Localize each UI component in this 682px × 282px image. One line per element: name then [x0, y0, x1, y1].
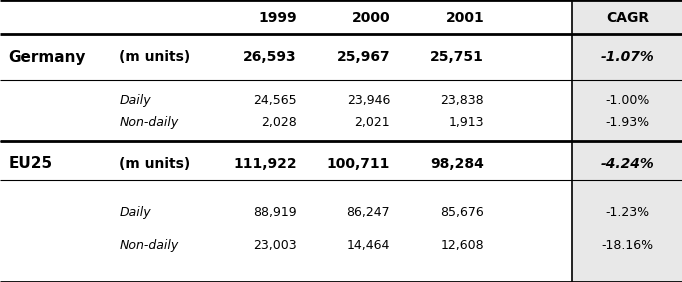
Text: 25,967: 25,967	[336, 50, 390, 64]
Text: 25,751: 25,751	[430, 50, 484, 64]
Text: -1.93%: -1.93%	[606, 116, 649, 129]
Text: 86,247: 86,247	[346, 206, 390, 219]
Text: -1.23%: -1.23%	[606, 206, 649, 219]
Text: 26,593: 26,593	[243, 50, 297, 64]
Text: 111,922: 111,922	[233, 157, 297, 171]
Text: Non-daily: Non-daily	[119, 116, 179, 129]
Text: Non-daily: Non-daily	[119, 239, 179, 252]
Text: 88,919: 88,919	[253, 206, 297, 219]
Text: 23,946: 23,946	[346, 94, 390, 107]
Text: 24,565: 24,565	[253, 94, 297, 107]
Text: 14,464: 14,464	[346, 239, 390, 252]
Text: 23,003: 23,003	[253, 239, 297, 252]
Text: 85,676: 85,676	[441, 206, 484, 219]
Text: 2000: 2000	[351, 11, 390, 25]
Text: 98,284: 98,284	[430, 157, 484, 171]
Bar	[572, 0, 682, 282]
Text: Daily: Daily	[119, 206, 151, 219]
Text: 1,913: 1,913	[449, 116, 484, 129]
Text: 2,021: 2,021	[355, 116, 390, 129]
Text: CAGR: CAGR	[606, 11, 649, 25]
Text: 1999: 1999	[258, 11, 297, 25]
Text: 100,711: 100,711	[327, 157, 390, 171]
Text: Germany: Germany	[8, 50, 86, 65]
Text: (m units): (m units)	[119, 50, 190, 64]
Text: -1.07%: -1.07%	[601, 50, 654, 64]
Text: (m units): (m units)	[119, 157, 190, 171]
Text: 23,838: 23,838	[441, 94, 484, 107]
Text: EU25: EU25	[8, 156, 53, 171]
Text: 2001: 2001	[445, 11, 484, 25]
Text: -1.00%: -1.00%	[605, 94, 650, 107]
Text: -18.16%: -18.16%	[602, 239, 653, 252]
Text: Daily: Daily	[119, 94, 151, 107]
Text: -4.24%: -4.24%	[601, 157, 654, 171]
Text: 12,608: 12,608	[441, 239, 484, 252]
Text: 2,028: 2,028	[261, 116, 297, 129]
